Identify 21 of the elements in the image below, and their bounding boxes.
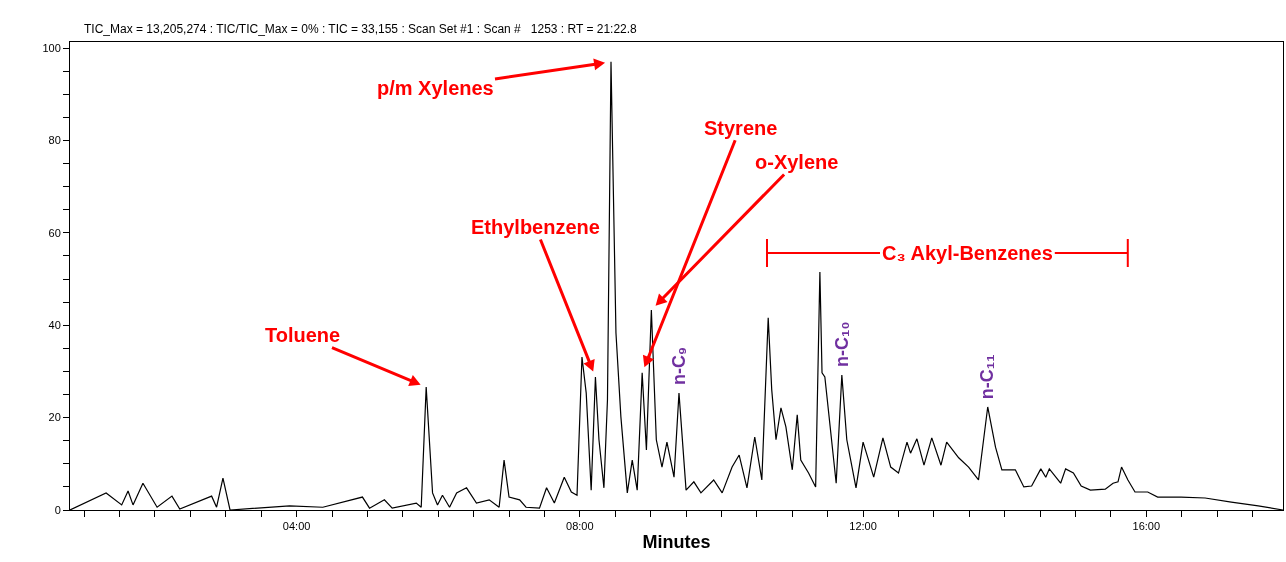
text: TIC_Max = 13,205,274 : TIC/TIC_Max = 0% : TIC = 33,155 : Scan Set #1 : Scan # 1253 : RT = 21:22.8 [84,22,638,36]
annotation: o-Xylene [755,151,839,173]
x-tick-label: 08:00 [566,520,594,533]
annotation: Toluene [265,324,341,346]
y-tick-label: 80 [48,134,61,147]
annotation: Styrene [704,117,778,139]
y-tick-label: 40 [48,319,61,332]
annotation: n-C₉ [668,347,689,386]
annotation: C₃ Akyl-Benzenes [882,242,1053,264]
y-tick-label: 100 [42,41,61,54]
x-axis-title: Minutes [642,532,711,553]
annotation: Ethylbenzene [471,216,600,238]
annotation: n-C₁₀ [831,321,852,367]
annotation: n-C₁₁ [977,354,998,400]
y-tick-label: 0 [54,503,61,516]
x-tick-label: 12:00 [849,520,877,533]
y-tick-label: 60 [48,226,61,239]
x-tick-label: 04:00 [282,520,311,533]
y-tick-label: 20 [48,411,61,424]
annotation: p/m Xylenes [377,77,494,99]
x-tick-label: 16:00 [1132,520,1161,533]
